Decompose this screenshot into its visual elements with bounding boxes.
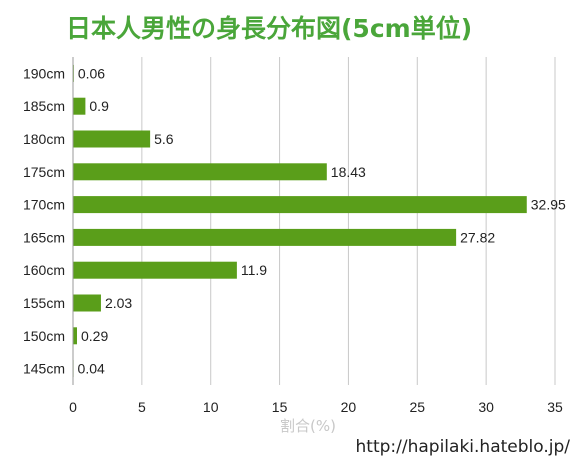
category-label-190cm: 190cm: [23, 65, 65, 81]
category-label-175cm: 175cm: [23, 164, 65, 180]
x-tick-label-10: 10: [203, 399, 219, 415]
data-label-185cm: 0.9: [89, 98, 109, 114]
x-tick-label-35: 35: [547, 399, 563, 415]
category-label-155cm: 155cm: [23, 295, 65, 311]
bars: 0.06 0.9 5.6 18.43 32.95 27.82 11.9 2.03 0.29 0.0…: [73, 64, 566, 378]
x-tick-label-30: 30: [478, 399, 494, 415]
category-labels: 190cm 185cm 180cm 175cm 170cm 165cm 160cm 155cm…: [23, 65, 65, 376]
category-label-180cm: 180cm: [23, 131, 65, 147]
bar-155cm: [73, 294, 101, 312]
category-label-170cm: 170cm: [23, 197, 65, 213]
category-label-150cm: 150cm: [23, 328, 65, 344]
data-label-190cm: 0.06: [78, 65, 105, 81]
x-tick-label-25: 25: [409, 399, 425, 415]
category-label-185cm: 185cm: [23, 98, 65, 114]
x-tick-label-20: 20: [341, 399, 357, 415]
data-label-180cm: 5.6: [154, 131, 174, 147]
x-axis-title: 割合(%): [280, 417, 336, 435]
data-label-150cm: 0.29: [81, 328, 108, 344]
watermark-url: http://hapilaki.hateblo.jp/: [356, 437, 571, 457]
data-label-155cm: 2.03: [105, 295, 132, 311]
x-tick-label-0: 0: [69, 399, 77, 415]
gridlines: [141, 57, 556, 385]
category-label-145cm: 145cm: [23, 361, 65, 377]
data-label-165cm: 27.82: [460, 229, 495, 245]
x-tick-label-5: 5: [138, 399, 146, 415]
data-label-175cm: 18.43: [331, 164, 366, 180]
data-label-160cm: 11.9: [241, 262, 267, 278]
chart-title: 日本人男性の身長分布図(5cm単位): [66, 14, 472, 43]
x-tick-labels: 0 5 10 15 20 25 30 35: [69, 399, 563, 415]
category-label-160cm: 160cm: [23, 262, 65, 278]
bar-170cm: [73, 196, 527, 214]
bar-175cm: [73, 163, 327, 181]
data-label-145cm: 0.04: [78, 361, 105, 377]
bar-150cm: [73, 327, 77, 345]
bar-185cm: [73, 97, 86, 115]
bar-180cm: [73, 130, 151, 148]
category-label-165cm: 165cm: [23, 229, 65, 245]
data-label-170cm: 32.95: [531, 197, 566, 213]
bar-160cm: [73, 261, 237, 279]
x-tick-label-15: 15: [272, 399, 288, 415]
bar-165cm: [73, 228, 457, 246]
